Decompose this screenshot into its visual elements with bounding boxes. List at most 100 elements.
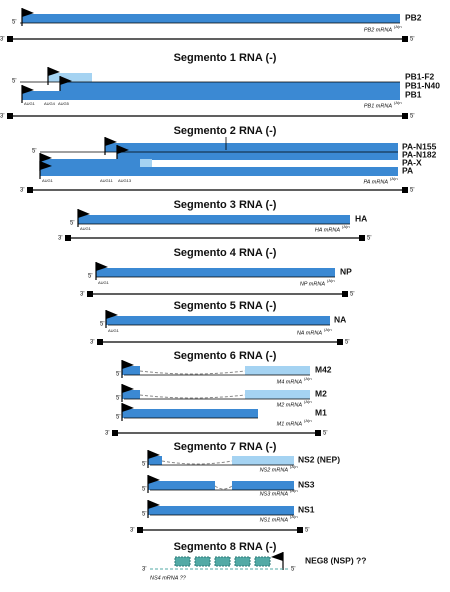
mrna-label: NS2 mRNA (260, 467, 289, 473)
poly-a: (A)n (304, 399, 312, 404)
start-codon-flag (122, 403, 134, 412)
poly-a: (A)n (290, 514, 298, 519)
protein-bar (148, 481, 215, 490)
protein-label: NS2 (NEP) (298, 454, 340, 464)
start-codon-flag (40, 161, 52, 170)
protein-label: PA-X (402, 157, 422, 167)
rna-five-prime: 5' (323, 431, 327, 437)
poly-a: (A)n (394, 100, 402, 105)
mrna-label: NA mRNA (297, 330, 322, 336)
rna-end (402, 36, 408, 42)
protein-bar (117, 151, 398, 160)
protein-bar (48, 73, 92, 82)
protein-label: NEG8 (NSP) ?? (305, 555, 366, 565)
rna-three-prime: 3' (0, 114, 4, 120)
mrna-label: PB1 mRNA (364, 103, 392, 109)
start-codon-flag (78, 209, 90, 218)
aug-label: AUG1 (108, 328, 120, 333)
start-codon-flag (96, 262, 108, 271)
protein-bar (148, 506, 294, 515)
protein-label: NS3 (298, 479, 315, 489)
mrna-label: NS3 mRNA (260, 491, 289, 497)
start-codon-flag (22, 85, 34, 94)
poly-a: (A)n (324, 327, 332, 332)
start-codon-flag (271, 552, 283, 561)
rna-five-prime: 5' (410, 114, 414, 120)
start-codon-flag (122, 384, 134, 393)
protein-label: PB1-F2 (405, 71, 435, 81)
protein-label: NA (334, 314, 346, 324)
splice-line (214, 485, 233, 490)
rna-end (359, 235, 365, 241)
rna-three-prime: 3' (142, 567, 146, 573)
orf-box (174, 556, 191, 567)
rna-end (7, 113, 13, 119)
protein-bar (105, 143, 398, 152)
protein-bar (22, 14, 400, 23)
rna-five-prime: 5' (410, 37, 414, 43)
segment-title: Segmento 6 RNA (-) (174, 350, 277, 362)
splice-line (139, 370, 246, 375)
start-codon-flag (148, 475, 160, 484)
orf-box (194, 556, 211, 567)
protein-label: PA-N155 (402, 141, 437, 151)
rna-end (7, 36, 13, 42)
poly-a: (A)n (394, 24, 402, 29)
segment-title: Segmento 2 RNA (-) (174, 125, 277, 137)
mrna-five-prime: 5' (70, 221, 74, 227)
rna-end (112, 430, 118, 436)
mrna-five-prime: 5' (116, 415, 120, 421)
protein-bar (78, 215, 350, 224)
rna-end (27, 187, 33, 193)
orf-box (234, 556, 251, 567)
segment-title: Segmento 5 RNA (-) (174, 300, 277, 312)
rna-five-prime: 5' (350, 292, 354, 298)
mrna-label: NS1 mRNA (260, 517, 289, 523)
rna-five-prime: 5' (291, 567, 295, 573)
mrna-label: PB2 mRNA (364, 27, 392, 33)
start-codon-flag (148, 450, 160, 459)
protein-bar (245, 390, 310, 399)
start-codon-flag (60, 76, 72, 85)
aug-label: AUG1 (24, 101, 36, 106)
start-codon-flag (122, 360, 134, 369)
rna-end (87, 291, 93, 297)
rna-three-prime: 3' (90, 340, 94, 346)
mrna-five-prime: 5' (142, 487, 146, 493)
mrna-five-prime: 5' (12, 79, 16, 85)
poly-a: (A)n (390, 176, 398, 181)
rna-three-prime: 3' (105, 431, 109, 437)
segment-title: Segmento 4 RNA (-) (174, 247, 277, 259)
protein-bar (245, 366, 310, 375)
rna-three-prime: 3' (130, 528, 134, 534)
poly-a: (A)n (304, 418, 312, 423)
protein-bar (122, 409, 258, 418)
aug-label: AUG1 (80, 226, 92, 231)
start-codon-flag (48, 67, 60, 76)
rna-end (315, 430, 321, 436)
rna-three-prime: 3' (58, 236, 62, 242)
protein-label: HA (355, 213, 367, 223)
rna-five-prime: 5' (410, 188, 414, 194)
mrna-five-prime: 5' (116, 372, 120, 378)
mrna-label: M2 mRNA (277, 402, 303, 408)
start-codon-flag (22, 8, 34, 17)
protein-bar (96, 268, 335, 277)
rna-three-prime: 3' (20, 188, 24, 194)
protein-label: M42 (315, 364, 332, 374)
aug-label: AUG11 (100, 178, 114, 183)
rna-end (402, 113, 408, 119)
splice-line (161, 460, 233, 465)
aug-label: AUG1 (42, 178, 54, 183)
orf-box (254, 556, 271, 567)
protein-label: PB1 (405, 89, 422, 99)
aug-label: AUG5 (58, 101, 70, 106)
mrna-five-prime: 5' (12, 20, 16, 26)
rna-five-prime: 5' (345, 340, 349, 346)
protein-bar (60, 82, 400, 91)
protein-label: M2 (315, 388, 327, 398)
rna-end (97, 339, 103, 345)
aug-label: AUG4 (44, 101, 56, 106)
protein-bar (232, 481, 294, 490)
